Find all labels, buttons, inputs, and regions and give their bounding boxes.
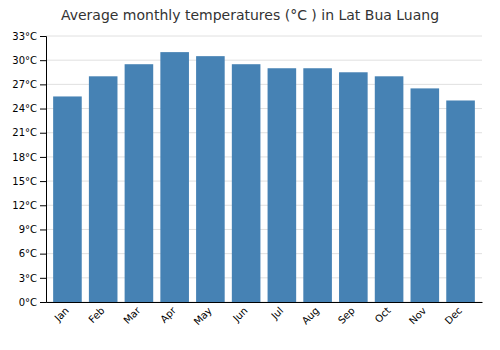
y-tick: 21°C <box>12 127 46 138</box>
y-tick-label: 6°C <box>19 248 37 259</box>
bar <box>411 88 440 302</box>
y-tick-label: 27°C <box>12 79 37 90</box>
x-tick: Mar <box>121 304 143 326</box>
y-tick: 6°C <box>19 248 46 259</box>
x-tick-label: Apr <box>158 304 179 325</box>
bar <box>339 72 368 302</box>
x-tick: Sep <box>336 305 357 326</box>
x-axis: Jan Feb Mar Apr May Jun Jul Aug Sep Oct Nov Dec <box>47 303 483 328</box>
bar <box>232 64 261 302</box>
x-tick-label: Jan <box>52 305 71 324</box>
y-tick: 33°C <box>12 31 46 42</box>
x-tick-label: Sep <box>336 305 357 326</box>
y-tick-label: 30°C <box>12 55 37 66</box>
x-tick: Apr <box>158 304 179 325</box>
y-tick: 0°C <box>19 297 46 308</box>
y-tick-label: 21°C <box>12 127 37 138</box>
x-tick-label: Jun <box>230 305 250 325</box>
bar <box>89 76 118 302</box>
y-tick-label: 12°C <box>12 200 37 211</box>
bar <box>53 96 82 302</box>
y-tick-mark <box>40 109 46 110</box>
x-tick: Aug <box>300 305 322 327</box>
grid <box>46 36 482 302</box>
y-tick-label: 9°C <box>19 224 37 235</box>
y-tick-mark <box>40 181 46 182</box>
y-tick-mark <box>40 278 46 279</box>
y-tick: 27°C <box>12 79 46 90</box>
y-tick: 3°C <box>19 273 46 284</box>
bar <box>196 56 225 302</box>
title: Average monthly temperatures (°C ) in La… <box>61 7 439 23</box>
x-tick-label: Mar <box>121 304 143 326</box>
x-tick: May <box>192 305 214 327</box>
y-tick-mark <box>40 157 46 158</box>
y-tick: 30°C <box>12 55 46 66</box>
y-tick-label: 15°C <box>12 176 37 187</box>
x-tick-label: Aug <box>300 305 322 327</box>
chart: Average monthly temperatures (°C ) in La… <box>0 0 500 350</box>
y-tick: 9°C <box>19 224 46 235</box>
y-tick-mark <box>40 205 46 206</box>
x-axis-line <box>47 302 483 303</box>
y-tick-mark <box>40 302 46 303</box>
bar <box>375 76 404 302</box>
bar <box>125 64 154 302</box>
y-tick-label: 24°C <box>12 103 37 114</box>
bar <box>446 100 475 302</box>
y-tick: 12°C <box>12 200 46 211</box>
x-tick: Nov <box>407 305 429 327</box>
x-tick: Jan <box>52 305 71 324</box>
x-tick: Feb <box>86 305 106 325</box>
y-tick-mark <box>40 84 46 85</box>
x-tick: Jun <box>230 305 250 325</box>
y-tick-mark <box>40 133 46 134</box>
x-tick-label: Feb <box>86 305 106 325</box>
bar <box>268 68 297 302</box>
grid-line <box>46 60 482 61</box>
plot: 0°C 3°C 6°C 9°C 12°C 15°C 18°C 21°C 24°C 27°C 30°C… <box>12 31 482 328</box>
x-tick-label: Dec <box>443 305 464 326</box>
x-tick: Jul <box>268 305 285 322</box>
y-tick: 15°C <box>12 176 46 187</box>
y-tick-mark <box>40 36 46 37</box>
y-tick-mark <box>40 60 46 61</box>
x-tick-label: Jul <box>268 305 285 322</box>
y-tick-label: 0°C <box>19 297 37 308</box>
bar <box>160 52 189 302</box>
y-tick: 24°C <box>12 103 46 114</box>
x-tick-label: May <box>192 305 214 327</box>
y-tick-label: 3°C <box>19 273 37 284</box>
y-tick: 18°C <box>12 152 46 163</box>
x-tick-label: Nov <box>407 305 429 327</box>
y-tick-mark <box>40 229 46 230</box>
x-tick: Dec <box>443 305 464 326</box>
y-tick-label: 33°C <box>12 31 37 42</box>
y-tick-label: 18°C <box>12 152 37 163</box>
bars <box>53 52 475 302</box>
x-tick-label: Oct <box>373 305 393 325</box>
bar <box>303 68 332 302</box>
y-axis-line <box>40 37 47 303</box>
grid-line <box>46 36 482 37</box>
y-tick-mark <box>40 254 46 255</box>
x-tick: Oct <box>373 305 393 325</box>
y-axis: 0°C 3°C 6°C 9°C 12°C 15°C 18°C 21°C 24°C 27°C 30°C… <box>12 31 46 308</box>
